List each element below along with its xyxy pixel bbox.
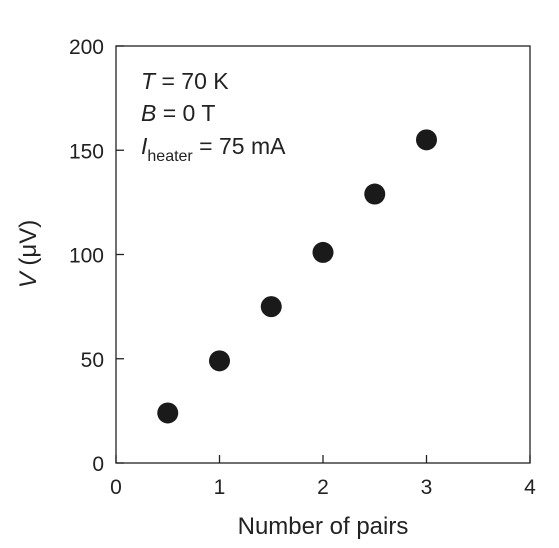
- y-axis-title: V (μV): [15, 220, 42, 289]
- y-tick-label: 150: [69, 140, 104, 163]
- y-tick-label: 0: [92, 453, 104, 476]
- data-point: [209, 350, 230, 372]
- y-tick-label: 100: [69, 245, 104, 268]
- x-tick-label: 0: [110, 476, 122, 499]
- annotation-temperature: T = 70 K: [141, 68, 229, 94]
- x-axis-title: Number of pairs: [238, 513, 409, 540]
- x-tick-label: 3: [421, 476, 433, 499]
- data-point: [312, 241, 334, 263]
- x-axis-ticks: 0 1 2 3 4: [110, 455, 536, 499]
- y-tick-label: 200: [69, 36, 104, 59]
- x-tick-label: 1: [214, 476, 226, 499]
- data-point: [157, 402, 179, 424]
- annotation-field: B = 0 T: [141, 100, 215, 126]
- data-point: [416, 129, 437, 151]
- data-point: [260, 296, 282, 318]
- y-axis-ticks: 0 50 100 150 200: [69, 36, 124, 476]
- annotation-current: Iheater = 75 mA: [141, 133, 286, 165]
- x-tick-label: 2: [317, 476, 329, 499]
- data-points: [157, 129, 437, 424]
- x-tick-label: 4: [524, 476, 536, 499]
- y-tick-label: 50: [81, 349, 104, 372]
- data-point: [364, 183, 386, 205]
